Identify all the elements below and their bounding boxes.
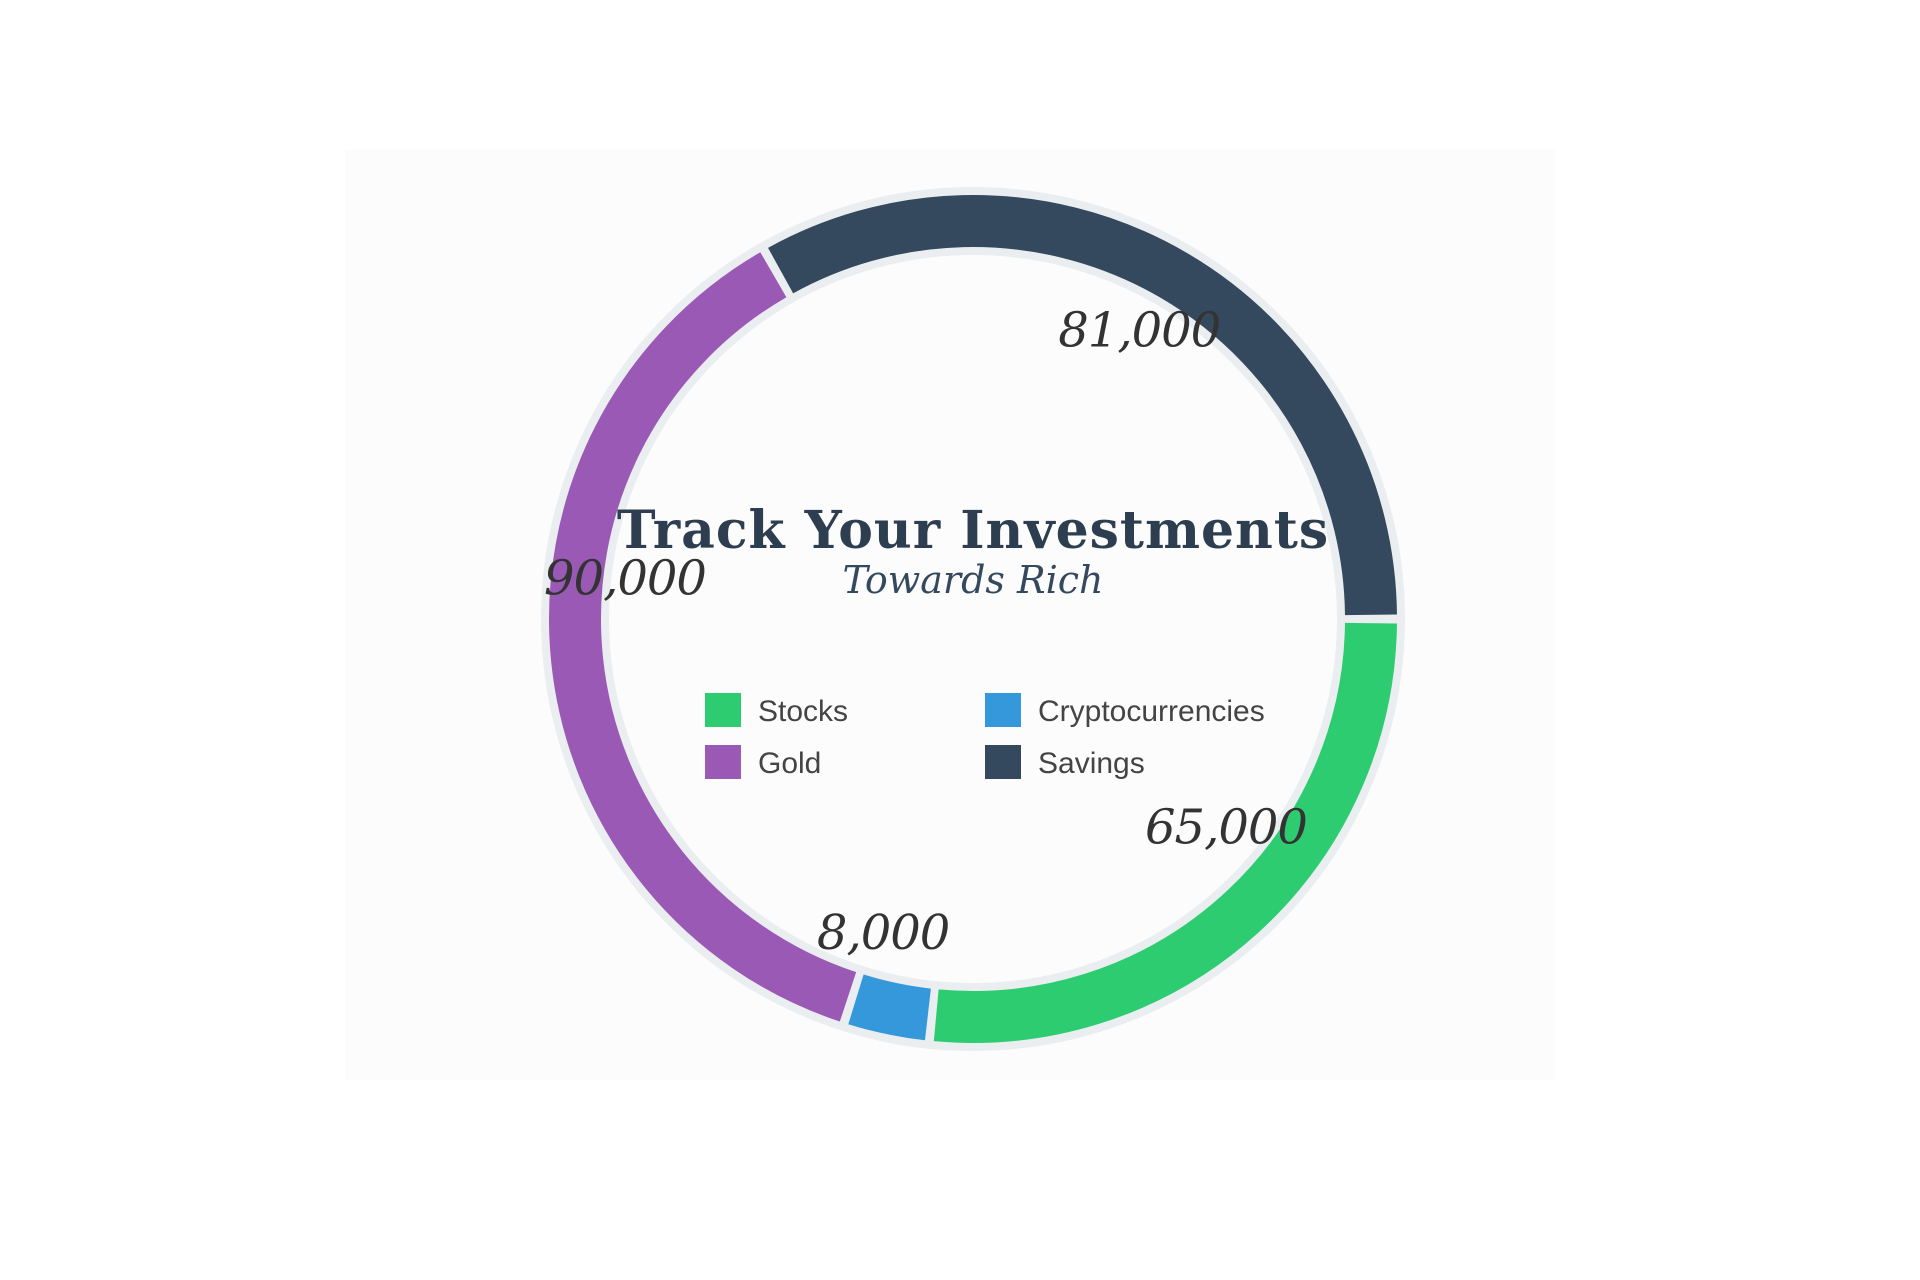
legend-item-gold[interactable]: Gold — [705, 745, 821, 780]
donut-chart: Track Your Investments Towards Rich 65,0… — [541, 187, 1405, 1051]
donut-slice-savings[interactable] — [768, 195, 1397, 616]
chart-panel: Track Your Investments Towards Rich 65,0… — [345, 150, 1555, 1080]
data-label-stocks: 65,000 — [1145, 799, 1307, 855]
chart-title: Track Your Investments — [617, 500, 1329, 561]
legend-swatch-stocks — [705, 693, 741, 727]
legend-label-stocks: Stocks — [758, 695, 848, 728]
legend-swatch-savings — [985, 745, 1021, 779]
donut-slice-cryptocurrencies[interactable] — [848, 974, 932, 1041]
data-label-cryptocurrencies: 8,000 — [817, 905, 950, 961]
legend-label-gold: Gold — [758, 747, 821, 780]
donut-slices — [549, 195, 1397, 1043]
legend-label-cryptocurrencies: Cryptocurrencies — [1038, 695, 1265, 728]
chart-legend: Stocks Cryptocurrencies Gold Savings — [705, 693, 1265, 780]
legend-item-cryptocurrencies[interactable]: Cryptocurrencies — [985, 693, 1265, 728]
data-label-savings: 81,000 — [1058, 302, 1220, 358]
legend-swatch-cryptocurrencies — [985, 693, 1021, 727]
data-label-gold: 90,000 — [544, 550, 706, 606]
donut-slice-stocks[interactable] — [933, 622, 1397, 1043]
chart-subtitle: Towards Rich — [842, 558, 1103, 602]
donut-slice-gold[interactable] — [549, 252, 857, 1022]
data-labels: 65,000 8,000 90,000 81,000 — [544, 302, 1308, 961]
legend-label-savings: Savings — [1038, 747, 1145, 780]
legend-swatch-gold — [705, 745, 741, 779]
legend-item-stocks[interactable]: Stocks — [705, 693, 848, 728]
legend-item-savings[interactable]: Savings — [985, 745, 1145, 780]
